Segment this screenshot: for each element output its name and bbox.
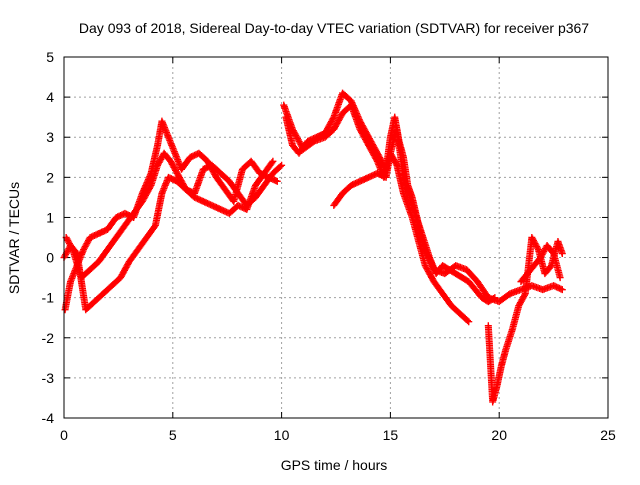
x-tick-label: 25 (600, 427, 616, 443)
x-tick-label: 10 (274, 427, 290, 443)
data-point (491, 294, 499, 302)
data-point (534, 244, 542, 252)
series-track-e (280, 101, 473, 326)
series-track-c (60, 157, 277, 314)
grid-lines (64, 57, 608, 418)
data-point (373, 156, 381, 164)
data-points (60, 89, 566, 406)
data-point (546, 263, 554, 271)
data-point (520, 291, 528, 299)
y-tick-label: -4 (42, 410, 55, 426)
chart-title: Day 093 of 2018, Sidereal Day-to-day VTE… (79, 20, 589, 36)
data-point (276, 162, 284, 170)
data-point (146, 183, 154, 191)
series-track-g (484, 234, 566, 406)
x-axis-label: GPS time / hours (281, 457, 388, 473)
y-tick-label: 1 (46, 209, 54, 225)
data-point (465, 318, 473, 326)
data-point (558, 250, 566, 258)
data-point (72, 248, 80, 256)
data-point (269, 157, 277, 165)
data-point (556, 274, 564, 282)
y-tick-label: -2 (42, 330, 55, 346)
axis-ticks: 0 5 10 15 20 25 -4 -3 -2 -1 0 1 2 3 4 5 (42, 49, 616, 443)
series-track-a (61, 117, 281, 314)
data-point (329, 115, 337, 123)
y-tick-label: 2 (46, 169, 54, 185)
y-tick-label: 5 (46, 49, 54, 65)
series-track-f (330, 125, 499, 306)
data-point (392, 160, 400, 168)
series-track-h (517, 242, 564, 286)
series-track-d (282, 89, 566, 306)
series-track-b (62, 149, 286, 282)
data-point (463, 317, 471, 325)
data-point (278, 161, 286, 169)
plot-frame (63, 56, 609, 419)
x-tick-label: 20 (491, 427, 507, 443)
y-tick-label: 0 (46, 250, 54, 266)
y-tick-label: -1 (42, 290, 55, 306)
x-tick-label: 5 (169, 427, 177, 443)
y-tick-label: 4 (46, 89, 54, 105)
data-point (273, 177, 281, 185)
data-point (268, 159, 276, 167)
y-axis-label: SDTVAR / TECUs (6, 182, 22, 294)
y-tick-label: 3 (46, 129, 54, 145)
data-point (549, 248, 557, 256)
data-point (490, 294, 498, 302)
data-point (558, 286, 566, 294)
x-tick-label: 0 (60, 427, 68, 443)
x-tick-label: 15 (383, 427, 399, 443)
y-tick-label: -3 (42, 370, 55, 386)
